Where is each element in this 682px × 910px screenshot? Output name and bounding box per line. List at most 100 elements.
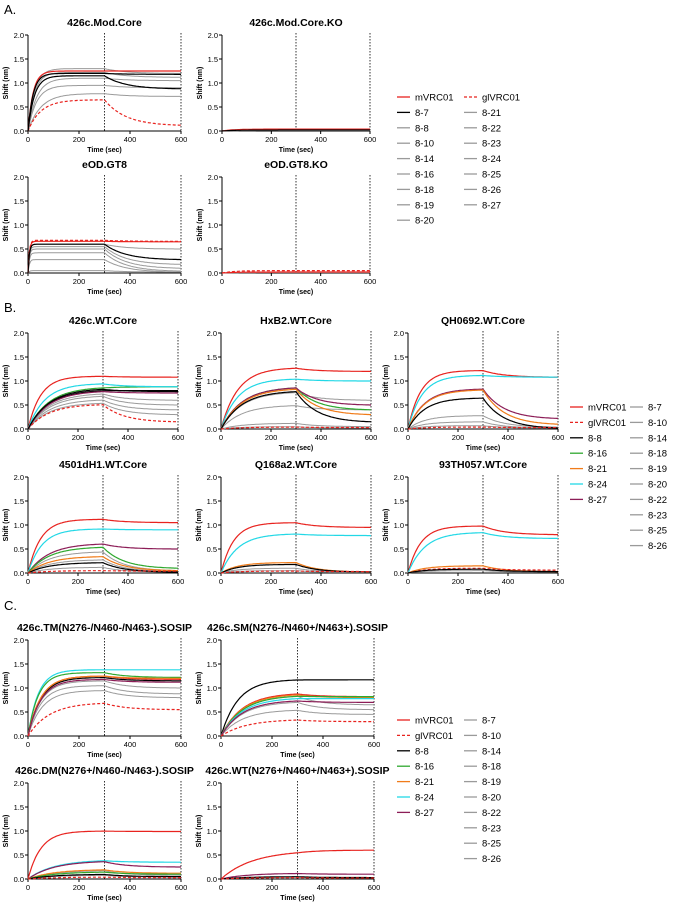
x-tick-label: 400 [122, 577, 135, 586]
x-tick-label: 600 [368, 883, 381, 892]
x-axis-label: Time (sec) [279, 589, 314, 596]
legend-label-mvrc01: mVRC01 [415, 716, 454, 727]
series-line-grey [27, 680, 181, 737]
chart-426c-tm-n276-n460-n463-sosip: 426c.TM(N276-/N460-/N463-).SOSIP 0.0 0.5 1.… [3, 622, 192, 759]
x-tick-label: 0 [406, 433, 410, 442]
series-line-mvrc01 [27, 518, 178, 574]
series-line-8-8 [407, 397, 558, 430]
y-tick-label: 0.0 [14, 732, 24, 741]
legend-label-8-24: 8-24 [415, 793, 434, 804]
legend-label-glvrc01: glVRC01 [588, 418, 626, 429]
y-axis-label: Shift (nm) [3, 365, 10, 398]
legend-label-8-16: 8-16 [588, 449, 607, 460]
series-line-mvrc01 [220, 849, 374, 880]
legend-label-8-14: 8-14 [482, 746, 501, 757]
legend-label-8-24: 8-24 [588, 480, 607, 491]
series-line-glvrc01 [220, 426, 371, 430]
x-tick-label: 600 [552, 433, 565, 442]
x-tick-label: 0 [26, 433, 30, 442]
series-line-grey [27, 395, 178, 430]
x-tick-label: 400 [124, 740, 137, 749]
y-tick-label: 1.0 [207, 827, 217, 836]
x-axis-label: Time (sec) [86, 589, 121, 596]
legend-label-8-18: 8-18 [482, 762, 501, 773]
series-line-8-8 [220, 679, 374, 737]
y-tick-label: 2.0 [14, 636, 24, 645]
y-axis-label: Shift (nm) [3, 672, 10, 705]
x-tick-label: 400 [314, 277, 327, 286]
y-tick-label: 0.5 [14, 851, 24, 860]
y-tick-label: 1.5 [394, 353, 404, 362]
y-tick-label: 2.0 [207, 779, 217, 788]
x-tick-label: 0 [26, 577, 30, 586]
series-line-8-21 [27, 675, 181, 737]
legend-label-8-27: 8-27 [415, 808, 434, 819]
series-line-8-27 [27, 390, 178, 430]
series-line-mvrc01 [221, 128, 370, 132]
series-line-grey [27, 393, 178, 430]
x-tick-label: 600 [364, 135, 377, 144]
series-line-8-8 [27, 72, 181, 132]
series-line-8-24 [220, 698, 374, 737]
y-tick-label: 1.0 [14, 521, 24, 530]
legend-label-8-8: 8-8 [415, 746, 429, 757]
chart-title: 4501dH1.WT.Core [59, 459, 147, 471]
y-tick-label: 1.5 [14, 55, 24, 64]
y-tick-label: 2.0 [14, 473, 24, 482]
series-line-8-16 [27, 672, 181, 737]
series-line-glvrc01 [27, 239, 181, 274]
legend-label-8-26: 8-26 [648, 541, 667, 552]
y-tick-label: 1.0 [14, 79, 24, 88]
series-line-grey [220, 422, 371, 430]
y-axis-label: Shift (nm) [3, 209, 10, 242]
chart-title: 426c.WT(N276+/N460+/N463+).SOSIP [205, 765, 389, 777]
y-tick-label: 1.5 [14, 660, 24, 669]
legend-b: mVRC01 glVRC01 8-8 8-16 8-21 8-24 8-27 8-7 8-10 8… [570, 403, 667, 552]
x-tick-label: 200 [72, 433, 85, 442]
series-line-grey [220, 701, 374, 737]
legend-label-8-19: 8-19 [482, 777, 501, 788]
x-axis-label: Time (sec) [466, 589, 501, 596]
x-tick-label: 400 [317, 883, 330, 892]
x-tick-label: 200 [452, 433, 465, 442]
x-tick-label: 200 [73, 135, 86, 144]
x-tick-label: 400 [124, 277, 137, 286]
y-tick-label: 1.0 [207, 521, 217, 530]
y-tick-label: 1.0 [14, 827, 24, 836]
y-tick-label: 1.5 [208, 197, 218, 206]
y-tick-label: 0.0 [14, 269, 24, 278]
series-line-8-21 [407, 389, 559, 430]
y-tick-label: 0.5 [208, 245, 218, 254]
y-tick-label: 0.0 [14, 127, 24, 136]
x-tick-label: 200 [265, 277, 278, 286]
legend-a: mVRC01 8-7 8-8 8-10 8-14 8-16 8-18 8-19 8-20 glVR… [397, 93, 520, 227]
y-axis-label: Shift (nm) [3, 67, 10, 100]
x-axis-label: Time (sec) [86, 445, 121, 452]
legend-label-8-19: 8-19 [648, 464, 667, 475]
series-line-grey [27, 68, 181, 132]
series-line-grey [27, 690, 181, 737]
series-line-glvrc01 [27, 876, 181, 880]
x-tick-label: 600 [365, 577, 378, 586]
series-line-grey [27, 252, 182, 274]
x-tick-label: 400 [315, 577, 328, 586]
panel-label-c: C. [4, 598, 17, 613]
x-tick-label: 400 [502, 577, 515, 586]
series-line-8-24 [220, 378, 371, 430]
series-line-8-16 [27, 546, 178, 574]
series-line-mvrc01 [407, 525, 558, 574]
legend-label-8-25: 8-25 [482, 170, 501, 181]
legend-label-8-19: 8-19 [415, 200, 434, 211]
series-line-grey [27, 77, 181, 132]
x-tick-label: 0 [220, 135, 224, 144]
series-line-grey [27, 270, 181, 274]
x-tick-label: 400 [315, 433, 328, 442]
series-line-8-16 [27, 871, 181, 880]
y-tick-label: 0.5 [14, 545, 24, 554]
chart-title: 93TH057.WT.Core [439, 459, 527, 471]
legend-label-8-8: 8-8 [415, 123, 429, 134]
series-line-8-27 [220, 387, 371, 430]
x-tick-label: 200 [73, 277, 86, 286]
series-line-8-8 [27, 243, 182, 274]
